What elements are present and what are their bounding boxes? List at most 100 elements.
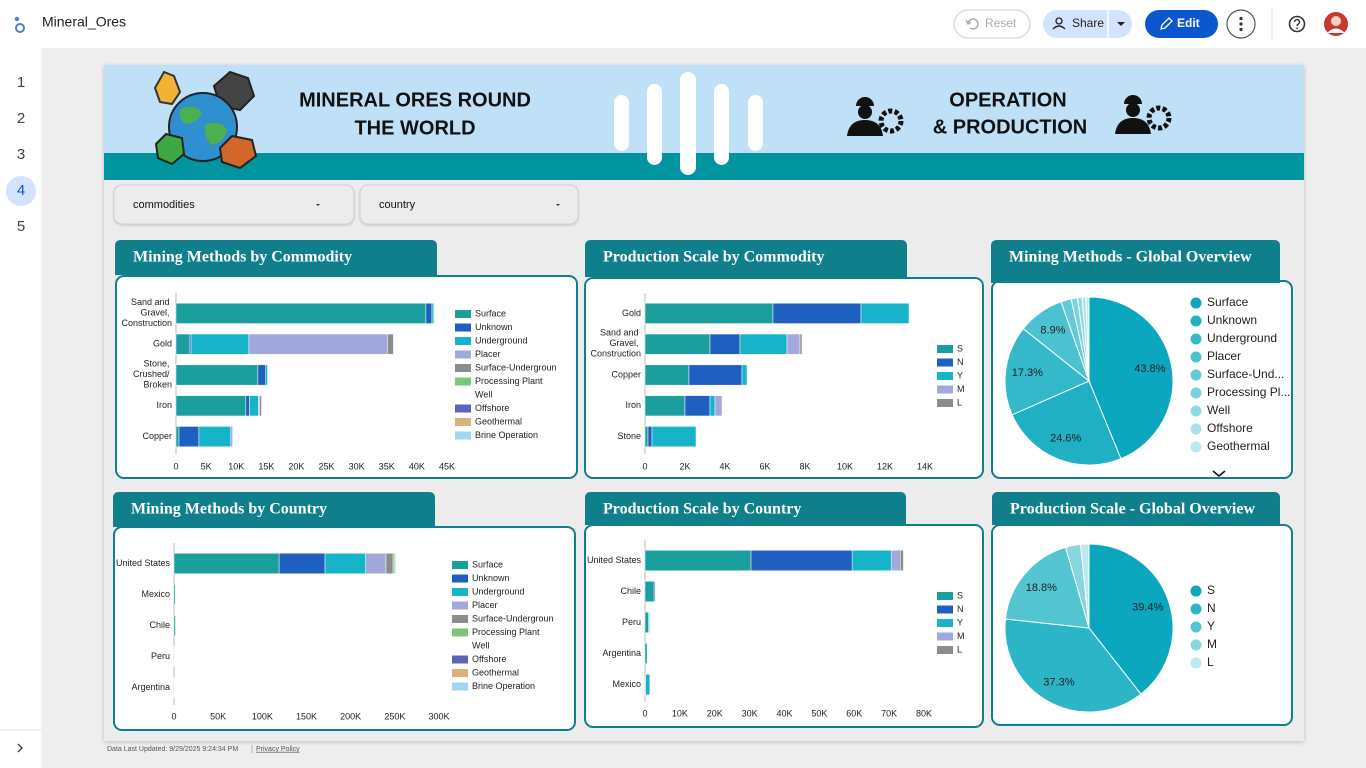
legend-swatch [452, 642, 468, 650]
page-link[interactable]: 1 [17, 74, 25, 91]
slice-label: 43.8% [1134, 363, 1165, 375]
y-tick-label: Argentina [602, 648, 641, 658]
bar-segment [709, 395, 716, 417]
legend-swatch [452, 682, 468, 691]
card-tab [585, 492, 906, 525]
legend-scroll[interactable] [1212, 470, 1226, 478]
page-link[interactable]: 3 [17, 146, 25, 163]
privacy-link[interactable]: Privacy Policy [256, 746, 300, 753]
bar-segment [365, 553, 387, 574]
x-tick-label: 35K [379, 461, 395, 471]
filter-country[interactable]: country [359, 184, 579, 225]
card-tab [115, 240, 437, 275]
bar-segment [259, 395, 262, 417]
chart-title: Production Scale by Country [603, 501, 801, 518]
avatar[interactable] [1324, 12, 1348, 36]
bar-segment [714, 395, 723, 417]
legend-swatch [937, 619, 953, 627]
bar-segment [709, 333, 741, 355]
x-tick-label: 50K [811, 708, 827, 718]
slice-label: 37.3% [1043, 676, 1074, 688]
legend-swatch [452, 588, 468, 596]
bar-segment [851, 550, 892, 571]
y-tick-label: Copper [611, 369, 641, 379]
page-link[interactable]: 2 [17, 110, 25, 127]
x-tick-label: 5K [201, 461, 212, 471]
globe-illustration [153, 70, 258, 170]
legend-label: N [957, 604, 964, 614]
legend-label: S [1207, 583, 1215, 597]
pie-slice [1085, 296, 1090, 382]
bar-segment [648, 612, 650, 633]
legend-swatch [1190, 603, 1202, 615]
legend-swatch [1190, 423, 1202, 435]
legend-label: Well [1207, 403, 1230, 417]
legend-label: Y [957, 370, 963, 380]
more-button[interactable] [1226, 9, 1256, 39]
legend-swatch [455, 310, 471, 318]
reset-button[interactable]: Reset [953, 9, 1031, 39]
share-button[interactable]: Share [1043, 10, 1132, 38]
bar-segment [644, 302, 774, 324]
x-tick-label: 6K [759, 461, 770, 471]
x-tick-label: 40K [776, 708, 792, 718]
legend-label: Y [957, 617, 963, 627]
legend-swatch [1190, 315, 1202, 327]
x-tick-label: 10K [837, 461, 853, 471]
legend-label: Placer [472, 600, 498, 610]
card-tab [991, 240, 1280, 283]
y-tick-label: Chile [149, 620, 170, 630]
legend-label: L [957, 644, 962, 654]
legend-swatch [1190, 351, 1202, 363]
legend-label: S [957, 343, 963, 353]
legend-label: M [957, 631, 965, 641]
legend-label: Processing Plant [472, 627, 540, 637]
pie-slice [1004, 618, 1142, 713]
edit-button[interactable]: Edit [1145, 10, 1218, 38]
legend-swatch [455, 404, 471, 413]
filter-commodities[interactable]: commodities [113, 184, 355, 225]
y-tick-label: United States [116, 558, 171, 568]
bar-segment [175, 302, 427, 324]
x-tick-label: 10K [672, 708, 688, 718]
bar-segment [198, 426, 232, 448]
legend-swatch [937, 372, 953, 380]
chart-card: Mining Methods by Commodity 0 5K 10K 15K 20K 2… [115, 240, 578, 479]
x-tick-label: 0 [171, 711, 176, 721]
x-tick-label: 100K [252, 711, 273, 721]
legend-label: Processing Pl... [1207, 385, 1290, 399]
help-button[interactable] [1288, 15, 1306, 33]
legend-swatch [455, 364, 471, 372]
page-link[interactable]: 4 [17, 182, 25, 199]
y-tick-label: Peru [622, 617, 641, 627]
pie-slice [1088, 543, 1174, 695]
bar-segment [265, 364, 268, 386]
x-tick-label: 14K [917, 461, 933, 471]
bar-segment [750, 550, 853, 571]
bar-segment [644, 426, 649, 448]
bar-segment [230, 426, 233, 448]
x-tick-label: 45K [439, 461, 455, 471]
x-tick-label: 15K [258, 461, 274, 471]
legend-label: Well [475, 389, 492, 399]
page-link[interactable]: 5 [17, 218, 25, 235]
bar-segment [248, 333, 388, 355]
pie-slice [1004, 327, 1090, 416]
y-tick-label: Sand and Gravel, Construction [590, 328, 641, 359]
bar-segment [739, 333, 788, 355]
legend-label: Offshore [1207, 421, 1253, 435]
legend-label: Underground [1207, 331, 1277, 345]
bar-segment [392, 553, 396, 574]
chart-card: Mining Methods - Global Overview 43.8% 24.… [991, 240, 1293, 479]
legend-swatch [1190, 621, 1202, 633]
x-tick-label: 50K [210, 711, 226, 721]
legend-label: Surface-Undergroun [475, 362, 557, 372]
legend-swatch [1190, 405, 1202, 417]
legend-label: N [957, 357, 964, 367]
x-tick-label: 8K [799, 461, 810, 471]
chart-title: Mining Methods by Country [131, 501, 327, 518]
legend-swatch [455, 377, 471, 386]
bar-segment [425, 302, 433, 324]
expand-nav[interactable] [17, 743, 24, 753]
